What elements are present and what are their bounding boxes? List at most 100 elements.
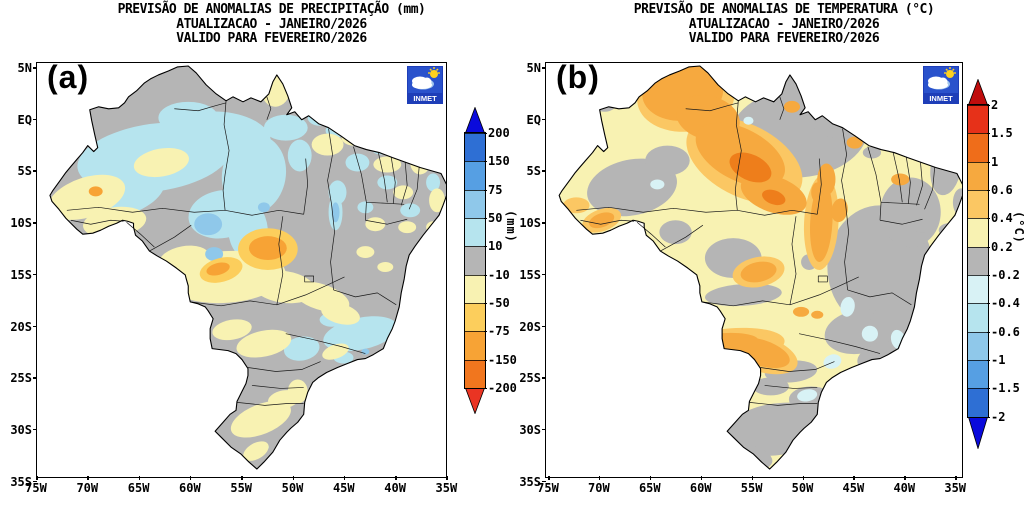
lon-tick-label: 55W [735, 476, 769, 494]
colorbar-tick-label: -150 [484, 352, 517, 367]
colorbar-scale: 2 1.5 1 0.6 0.4 0.2 -0.2 -0.4 -0.6 -1 -1.5 -2 (°C) [967, 99, 1024, 423]
strong-wet-spots [194, 202, 370, 355]
colorbar-arrow-down [465, 387, 485, 414]
colorbar-segment [968, 105, 988, 134]
temperature-anomaly-fills [559, 65, 962, 470]
colorbar-segment [968, 331, 988, 360]
lon-tick-label: 60W [173, 476, 207, 494]
colorbar-arrow-down [968, 416, 988, 449]
colorbar-tick-label: -10 [484, 267, 510, 282]
title-line: ATUALIZACAO - JANEIRO/2026 [688, 16, 880, 32]
colorbar-tick-label: -0.2 [987, 267, 1020, 282]
cloud-icon [928, 76, 950, 90]
lat-tick-label: 25S [512, 372, 546, 384]
colorbar-segment [465, 133, 485, 162]
colorbar-segment [968, 189, 988, 219]
inmet-logo: INMET [406, 65, 444, 105]
panel-label-b: (b) [556, 59, 600, 95]
panel-b-title: PREVISÃO DE ANOMALIAS DE TEMPERATURA (°C… [575, 2, 993, 47]
colorbar-segment [968, 133, 988, 162]
colorbar-temperature: 2 1.5 1 0.6 0.4 0.2 -0.2 -0.4 -0.6 -1 -1.5 -2 (°C) [967, 79, 1024, 449]
lat-tick-label: 35S [512, 476, 546, 488]
cool-anomaly-spots [650, 116, 906, 402]
lon-tick-label: 45W [836, 476, 870, 494]
lat-tick-label: 15S [512, 269, 546, 281]
colorbar-segment [465, 359, 485, 388]
lon-tick-label: 35W [429, 476, 463, 494]
lon-tick-label: 70W [70, 476, 104, 494]
colorbar-segment [968, 359, 988, 389]
lat-tick-label: 30S [3, 424, 37, 436]
colorbar-tick-label: 1.5 [987, 126, 1013, 141]
lon-tick-label: 40W [378, 476, 412, 494]
colorbar-tick-label: -0.6 [987, 324, 1020, 339]
panel-a-title: PREVISÃO DE ANOMALIAS DE PRECIPITAÇÃO (m… [66, 2, 477, 47]
colorbar-segment [968, 388, 988, 417]
colorbar-tick-label: -0.4 [987, 296, 1020, 311]
colorbar-tick-label: -1.5 [987, 381, 1020, 396]
lon-tick-label: 75W [531, 476, 565, 494]
colorbar-unit-label: (°C) [1012, 211, 1024, 244]
colorbar-segment [968, 218, 988, 247]
colorbar-tick-label: 150 [484, 154, 510, 169]
inmet-logo-text: INMET [929, 94, 953, 103]
brazil-map-temperature [558, 65, 962, 470]
colorbar-tick-label: 200 [484, 126, 510, 140]
lon-tick-label: 70W [582, 476, 616, 494]
lon-tick-label: 55W [224, 476, 258, 494]
colorbar-tick-label: 2 [986, 98, 999, 112]
map-frame-precipitation: (a) INMET 5N E [10, 59, 457, 494]
lat-tick-label: 20S [512, 321, 546, 333]
lat-tick-label: 20S [3, 321, 37, 333]
colorbar-segment [465, 246, 485, 275]
colorbar-precipitation: 200 150 75 50 10 -10 -50 -75 -150 -200 (mm) [464, 107, 518, 414]
colorbar-tick-label: 0.4 [987, 211, 1013, 226]
lat-tick-label: 10S [3, 217, 37, 229]
map-frame-temperature: (b) INMET 5N E [519, 59, 966, 494]
colorbar-segment [465, 331, 485, 360]
lat-tick-label: 15S [3, 269, 37, 281]
sun-disc [946, 70, 954, 78]
colorbar-tick-label: 1 [986, 154, 999, 169]
lon-tick-label: 65W [122, 476, 156, 494]
lon-tick-label: 40W [887, 476, 921, 494]
lat-tick-label: EQ [512, 114, 546, 126]
colorbar-segment [465, 189, 485, 218]
inmet-logo-graphic: INMET [922, 65, 960, 105]
colorbar-tick-label: -200 [484, 380, 517, 395]
lat-tick-label: 5N [3, 62, 37, 74]
lon-tick-label: 45W [327, 476, 361, 494]
lat-tick-label: 10S [512, 217, 546, 229]
inmet-logo-text: INMET [413, 94, 437, 103]
lat-tick-label: 5N [512, 62, 546, 74]
lon-tick-label: 50W [786, 476, 820, 494]
colorbar-tick-label: 0.2 [987, 239, 1013, 254]
lat-tick-label: 35S [3, 476, 37, 488]
colorbar-tick-label: -1 [986, 352, 1006, 367]
inmet-logo-graphic: INMET [406, 65, 444, 105]
sun-disc [430, 70, 438, 78]
colorbar-unit-label: (mm) [504, 210, 518, 243]
title-line: PREVISÃO DE ANOMALIAS DE PRECIPITAÇÃO (m… [117, 2, 426, 17]
panel-label-a: (a) [47, 59, 90, 95]
lat-tick-label: 30S [512, 424, 546, 436]
title-line: VALIDO PARA FEVEREIRO/2026 [688, 31, 880, 46]
colorbar-segment [465, 302, 485, 332]
colorbar-segment [465, 274, 485, 303]
colorbar-tick-label: 75 [483, 182, 503, 197]
colorbar-segment [968, 161, 988, 190]
sun-icon [944, 67, 956, 74]
lon-tick-label: 50W [276, 476, 310, 494]
colorbar-tick-label: -75 [484, 324, 510, 339]
colorbar-segment [968, 303, 988, 332]
lat-tick-label: 5S [512, 165, 546, 177]
colorbar-tick-label: 0.6 [987, 182, 1013, 197]
colorbar-segment [968, 246, 988, 275]
lon-tick-label: 60W [684, 476, 718, 494]
colorbar-arrow-up [465, 107, 485, 133]
colorbar-tick-label: 10 [483, 239, 503, 254]
cloud-icon [412, 76, 434, 90]
colorbar-segment [968, 274, 988, 304]
